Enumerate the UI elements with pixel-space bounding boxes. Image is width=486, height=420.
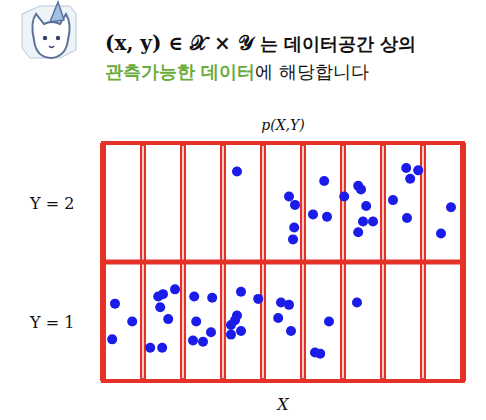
data-point [436, 228, 446, 238]
data-point [163, 314, 173, 324]
data-point [339, 192, 349, 202]
data-point [401, 163, 411, 173]
data-point [405, 174, 415, 184]
data-point [284, 300, 294, 310]
data-point [145, 343, 155, 353]
data-point [110, 299, 120, 309]
data-point [158, 289, 168, 299]
data-point [284, 192, 294, 202]
data-point [361, 201, 371, 211]
data-point [157, 343, 167, 353]
data-point [188, 336, 198, 346]
data-point [207, 293, 217, 303]
data-point [356, 184, 366, 194]
data-point [402, 213, 412, 223]
plot-frame [103, 143, 463, 381]
data-point [127, 317, 137, 327]
data-point [226, 330, 236, 340]
icon-bg [22, 6, 76, 58]
data-point [286, 326, 296, 336]
data-point [288, 234, 298, 244]
canvas: (x, y) ∈ 𝒳 × 𝒴는 데이터공간 상의관측가능한 데이터에 해당합니다… [0, 0, 486, 420]
icon-hat [50, 2, 64, 22]
data-point [322, 212, 332, 222]
mascot-icon [22, 2, 76, 58]
data-point [352, 297, 362, 307]
data-point [236, 326, 246, 336]
data-point [273, 313, 283, 323]
data-point [315, 349, 325, 359]
data-point [198, 337, 208, 347]
x-axis-label: X [275, 395, 289, 414]
icon-mouth [49, 46, 54, 48]
header-text: 는 데이터공간 상의 [260, 33, 417, 54]
header-text: 에 해당합니다 [255, 61, 369, 82]
data-point [230, 315, 240, 325]
data-point [290, 200, 300, 210]
data-point [413, 165, 423, 175]
data-point [189, 292, 199, 302]
data-point [107, 334, 117, 344]
data-point [324, 317, 334, 327]
data-point [446, 202, 456, 212]
data-point [253, 294, 263, 304]
data-point [236, 287, 246, 297]
row-divider [103, 260, 463, 265]
data-point [232, 167, 242, 177]
data-point [388, 195, 398, 205]
data-point [170, 284, 180, 294]
y-tick-label: Y = 2 [29, 194, 74, 213]
data-point [308, 209, 318, 219]
data-point [289, 222, 299, 232]
data-point [155, 302, 165, 312]
icon-eye [56, 36, 60, 40]
page-root: (x, y) ∈ 𝒳 × 𝒴는 데이터공간 상의관측가능한 데이터에 해당합니다… [0, 0, 486, 420]
data-point [368, 217, 378, 227]
data-point [191, 317, 201, 327]
icon-eye [43, 36, 47, 40]
data-point [206, 327, 216, 337]
data-point [358, 217, 368, 227]
header-line1: (x, y) ∈ 𝒳 × 𝒴는 데이터공간 상의 [105, 31, 416, 55]
header-math: (x, y) ∈ 𝒳 × 𝒴 [105, 31, 256, 55]
chart-title: p(X,Y) [261, 117, 305, 133]
y-tick-label: Y = 1 [29, 313, 74, 332]
header-line2: 관측가능한 데이터에 해당합니다 [105, 61, 369, 82]
points [107, 163, 456, 359]
header-highlight: 관측가능한 데이터 [105, 61, 255, 82]
data-point [319, 176, 329, 186]
data-point [353, 227, 363, 237]
